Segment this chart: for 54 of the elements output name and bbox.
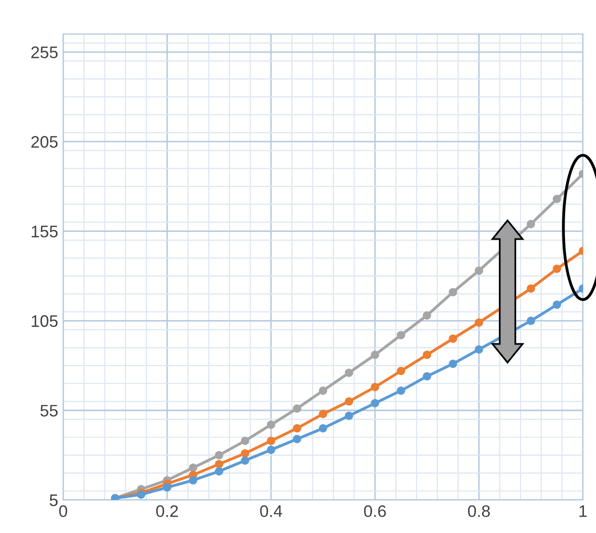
x-tick-label: 0.2 <box>156 505 178 518</box>
point <box>422 350 432 359</box>
x-tick-label: 0 <box>59 505 68 518</box>
point <box>422 311 432 320</box>
point <box>552 300 562 309</box>
point <box>370 382 380 392</box>
point <box>318 410 328 418</box>
point <box>344 412 354 420</box>
y-tick-label: 155 <box>32 226 58 238</box>
x-tick-label: 0.6 <box>364 505 386 518</box>
point <box>162 483 172 492</box>
point <box>370 350 380 359</box>
x-tick-label: 0.8 <box>468 505 490 518</box>
y-tick-label: 55 <box>40 404 58 417</box>
point <box>188 464 198 472</box>
point <box>474 345 484 354</box>
point <box>292 404 302 413</box>
point <box>344 368 354 377</box>
point <box>552 264 562 273</box>
point <box>526 284 536 293</box>
y-tick-label: 255 <box>31 46 58 58</box>
point <box>214 460 224 468</box>
x-tick-label: 1 <box>580 505 587 517</box>
point <box>526 220 536 228</box>
y-tick-label: 5 <box>50 494 58 506</box>
point <box>526 316 536 325</box>
point <box>370 399 380 408</box>
point <box>318 424 328 432</box>
point <box>344 397 354 406</box>
point <box>474 318 484 327</box>
point <box>214 450 224 460</box>
point <box>396 366 406 376</box>
point <box>292 424 302 432</box>
point <box>318 386 328 395</box>
point <box>266 420 276 429</box>
y-tick-label: 205 <box>31 136 58 148</box>
point <box>292 434 302 444</box>
point <box>240 449 250 458</box>
point <box>214 467 224 476</box>
point <box>396 386 406 395</box>
point <box>552 194 562 204</box>
y-tick-label: 105 <box>32 315 58 327</box>
point <box>448 360 458 368</box>
point <box>422 372 432 380</box>
point <box>240 456 250 465</box>
point <box>448 334 458 343</box>
point <box>240 436 250 445</box>
point <box>266 436 276 445</box>
point <box>474 266 484 275</box>
point <box>266 446 276 454</box>
point <box>396 330 406 340</box>
point <box>188 476 198 484</box>
x-tick-label: 0.4 <box>260 505 282 518</box>
point <box>448 288 458 296</box>
